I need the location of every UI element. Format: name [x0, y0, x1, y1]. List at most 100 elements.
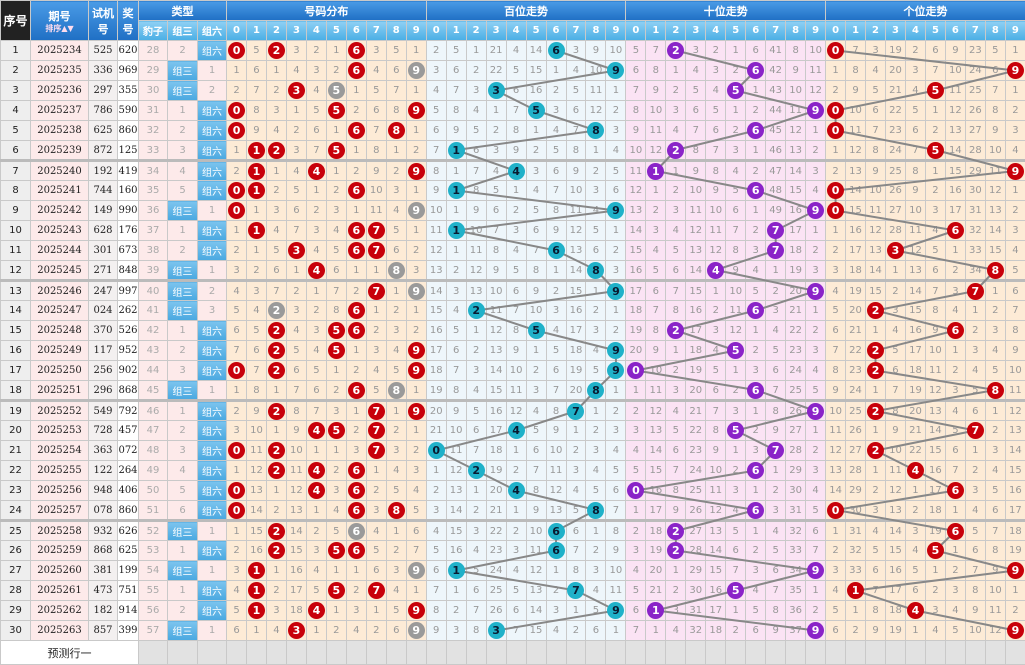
tens-cell: 34 — [786, 561, 806, 581]
distribution-cell: 1 — [306, 441, 326, 461]
prediction-cell[interactable] — [506, 641, 526, 665]
prediction-cell[interactable] — [139, 641, 168, 665]
tens-cell: 32 — [786, 521, 806, 541]
zu6-cell: 2 — [198, 81, 227, 101]
distribution-ball: 8 — [388, 122, 405, 139]
prediction-cell[interactable] — [905, 641, 925, 665]
prediction-cell[interactable] — [925, 641, 945, 665]
hundreds-cell: 8 — [446, 101, 466, 121]
units-cell: 2 — [1005, 201, 1025, 221]
header-row-1: 序号 期号排序▲▼ 试机号 奖号 类型 号码分布 百位走势 十位走势 个位走势 — [1, 1, 1025, 21]
prediction-cell[interactable] — [766, 641, 786, 665]
prediction-cell[interactable] — [426, 641, 446, 665]
trial-header: 试机号 — [89, 1, 118, 41]
hundreds-ball: 8 — [587, 382, 604, 399]
units-cell: 26 — [886, 181, 906, 201]
prediction-cell[interactable] — [586, 641, 606, 665]
prediction-cell[interactable] — [786, 641, 806, 665]
issue-header[interactable]: 期号排序▲▼ — [31, 1, 89, 41]
units-cell: 10 — [866, 181, 886, 201]
prediction-cell[interactable] — [846, 641, 866, 665]
hundreds-cell: 1 — [486, 101, 506, 121]
prediction-cell[interactable] — [546, 641, 566, 665]
prediction-cell[interactable] — [198, 641, 227, 665]
distribution-cell: 8 — [247, 381, 267, 401]
prediction-cell[interactable] — [168, 641, 198, 665]
units-cell: 34 — [965, 261, 985, 281]
hundreds-cell: 6 — [606, 181, 626, 201]
prediction-cell[interactable] — [866, 641, 886, 665]
hundreds-cell: 2 — [506, 521, 526, 541]
tens-cell: 6 — [726, 201, 746, 221]
prediction-cell[interactable] — [826, 641, 846, 665]
units-cell: 15 — [886, 541, 906, 561]
prediction-cell[interactable] — [666, 641, 686, 665]
units-ball: 9 — [1007, 163, 1024, 180]
hundreds-cell: 4 — [546, 121, 566, 141]
distribution-cell: 1 — [366, 301, 386, 321]
units-cell: 21 — [905, 421, 925, 441]
prediction-cell[interactable] — [247, 641, 267, 665]
tens-cell: 4 — [746, 581, 766, 601]
prediction-cell[interactable] — [945, 641, 965, 665]
hundreds-cell: 6 — [506, 81, 526, 101]
hundreds-cell: 11 — [506, 381, 526, 401]
prediction-cell[interactable] — [306, 641, 326, 665]
hundreds-cell: 8 — [566, 141, 586, 161]
baozi-cell: 52 — [139, 521, 168, 541]
prediction-cell[interactable] — [446, 641, 466, 665]
prediction-cell[interactable] — [486, 641, 506, 665]
prediction-cell[interactable] — [746, 641, 766, 665]
hundreds-cell: 4 — [606, 441, 626, 461]
issue-cell: 2025259 — [31, 541, 89, 561]
prediction-cell[interactable] — [566, 641, 586, 665]
seq-header[interactable]: 序号 — [1, 1, 31, 41]
trial-number-cell: 301 — [89, 241, 118, 261]
hundreds-cell: 2 — [606, 241, 626, 261]
prediction-cell[interactable] — [606, 641, 626, 665]
distribution-cell: 4 — [286, 61, 306, 81]
hundreds-cell: 1 — [546, 61, 566, 81]
distribution-ball: 6 — [348, 222, 365, 239]
tens-cell: 16 — [626, 261, 646, 281]
hundreds-cell: 3 — [526, 381, 546, 401]
prediction-cell[interactable] — [706, 641, 726, 665]
hundreds-cell: 5 — [506, 581, 526, 601]
prediction-cell[interactable] — [965, 641, 985, 665]
tens-cell: 4 — [746, 261, 766, 281]
distribution-ball: 5 — [328, 82, 345, 99]
prediction-cell[interactable] — [726, 641, 746, 665]
zu3-header: 组三 — [168, 21, 198, 41]
distribution-cell: 1 — [326, 161, 346, 181]
prediction-cell[interactable] — [646, 641, 666, 665]
distribution-cell: 2 — [227, 541, 247, 561]
tens-cell: 9 — [646, 341, 666, 361]
hundreds-cell: 17 — [486, 421, 506, 441]
prediction-cell[interactable] — [227, 641, 247, 665]
hundreds-cell: 7 — [566, 541, 586, 561]
prediction-cell[interactable] — [526, 641, 546, 665]
sort-toggle[interactable]: 排序▲▼ — [31, 24, 88, 33]
prediction-cell[interactable] — [266, 641, 286, 665]
prediction-cell[interactable] — [886, 641, 906, 665]
prediction-cell[interactable] — [326, 641, 346, 665]
distribution-ball: 2 — [268, 523, 285, 540]
prediction-cell[interactable] — [346, 641, 366, 665]
tens-cell: 7 — [646, 41, 666, 61]
prediction-cell[interactable] — [386, 641, 406, 665]
units-cell: 3 — [905, 61, 925, 81]
prediction-cell[interactable] — [406, 641, 426, 665]
prediction-cell[interactable] — [686, 641, 706, 665]
hundreds-cell: 5 — [586, 221, 606, 241]
units-cell: 24 — [846, 381, 866, 401]
tens-cell: 12 — [806, 81, 826, 101]
prediction-cell[interactable] — [985, 641, 1005, 665]
prediction-cell[interactable] — [366, 641, 386, 665]
prediction-cell[interactable] — [466, 641, 486, 665]
prediction-cell[interactable] — [1005, 641, 1025, 665]
prediction-cell[interactable] — [806, 641, 826, 665]
units-ball: 4 — [907, 462, 924, 479]
prediction-cell[interactable] — [626, 641, 646, 665]
hundreds-cell: 15 — [526, 621, 546, 641]
prediction-cell[interactable] — [286, 641, 306, 665]
